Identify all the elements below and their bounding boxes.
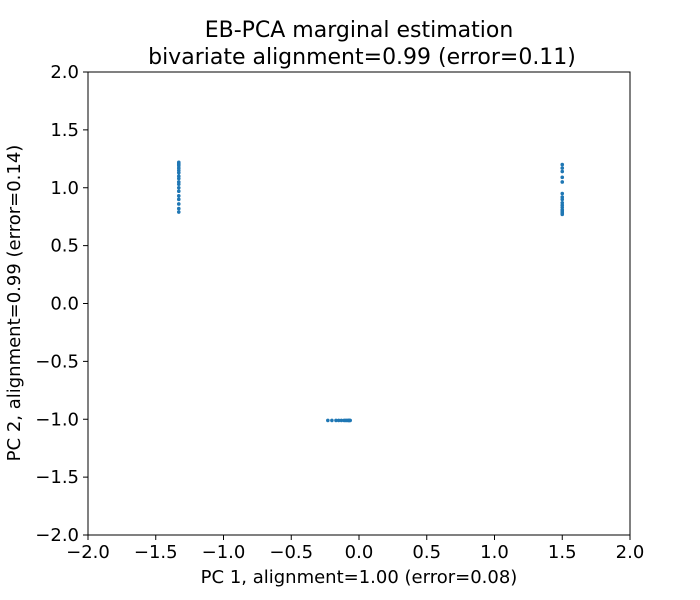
data-point xyxy=(560,212,565,217)
data-point xyxy=(560,169,565,174)
x-tick-label: 1.5 xyxy=(548,542,577,563)
y-tick-label: −1.0 xyxy=(35,409,79,430)
data-point xyxy=(560,162,565,167)
data-point xyxy=(560,197,565,202)
x-axis-label: PC 1, alignment=1.00 (error=0.08) xyxy=(201,567,518,588)
y-tick-label: 1.5 xyxy=(50,120,79,141)
y-tick-label: −1.5 xyxy=(35,467,79,488)
data-point xyxy=(176,202,181,206)
ticks-layer: −2.0 −1.5 −1.0 −0.5 0.0 0.5 1.0 1.5 2.0 −2.0 −1.5 −… xyxy=(35,62,644,563)
points-layer xyxy=(176,160,565,423)
x-tick-label: −2.0 xyxy=(66,542,110,563)
y-tick-label: 1.0 xyxy=(50,178,79,199)
data-point xyxy=(176,170,181,175)
data-point xyxy=(339,418,344,423)
x-tick-label: 2.0 xyxy=(616,542,645,563)
data-point xyxy=(334,418,338,423)
data-point xyxy=(176,176,181,181)
data-point xyxy=(560,175,565,180)
x-tick-label: −1.5 xyxy=(134,542,178,563)
data-point xyxy=(560,191,565,196)
data-point xyxy=(348,418,352,423)
y-axis-label: PC 2, alignment=0.99 (error=0.14) xyxy=(4,145,25,462)
y-tick-label: −2.0 xyxy=(35,525,79,546)
data-point xyxy=(176,194,181,198)
data-point xyxy=(176,189,181,194)
data-point xyxy=(560,166,565,170)
data-point xyxy=(176,210,181,214)
plot-frame xyxy=(87,71,631,536)
y-tick-label: 0.0 xyxy=(50,294,79,315)
data-point xyxy=(176,185,181,190)
x-tick-label: 0.0 xyxy=(345,542,374,563)
data-point xyxy=(176,182,181,187)
x-tick-label: 1.0 xyxy=(480,542,509,563)
y-tick-label: 2.0 xyxy=(50,62,79,83)
chart-title: EB-PCA marginal estimation xyxy=(205,18,514,43)
data-point xyxy=(176,206,181,211)
data-point xyxy=(326,418,330,423)
data-point xyxy=(560,180,565,184)
y-tick-label: 0.5 xyxy=(50,236,79,257)
data-point xyxy=(330,418,334,423)
chart-subtitle: bivariate alignment=0.99 (error=0.11) xyxy=(148,45,576,70)
data-point xyxy=(176,197,181,202)
data-point xyxy=(336,418,341,423)
x-tick-label: −0.5 xyxy=(269,542,313,563)
y-tick-label: −0.5 xyxy=(35,351,79,372)
x-tick-label: 0.5 xyxy=(412,542,441,563)
x-tick-label: −1.0 xyxy=(202,542,246,563)
